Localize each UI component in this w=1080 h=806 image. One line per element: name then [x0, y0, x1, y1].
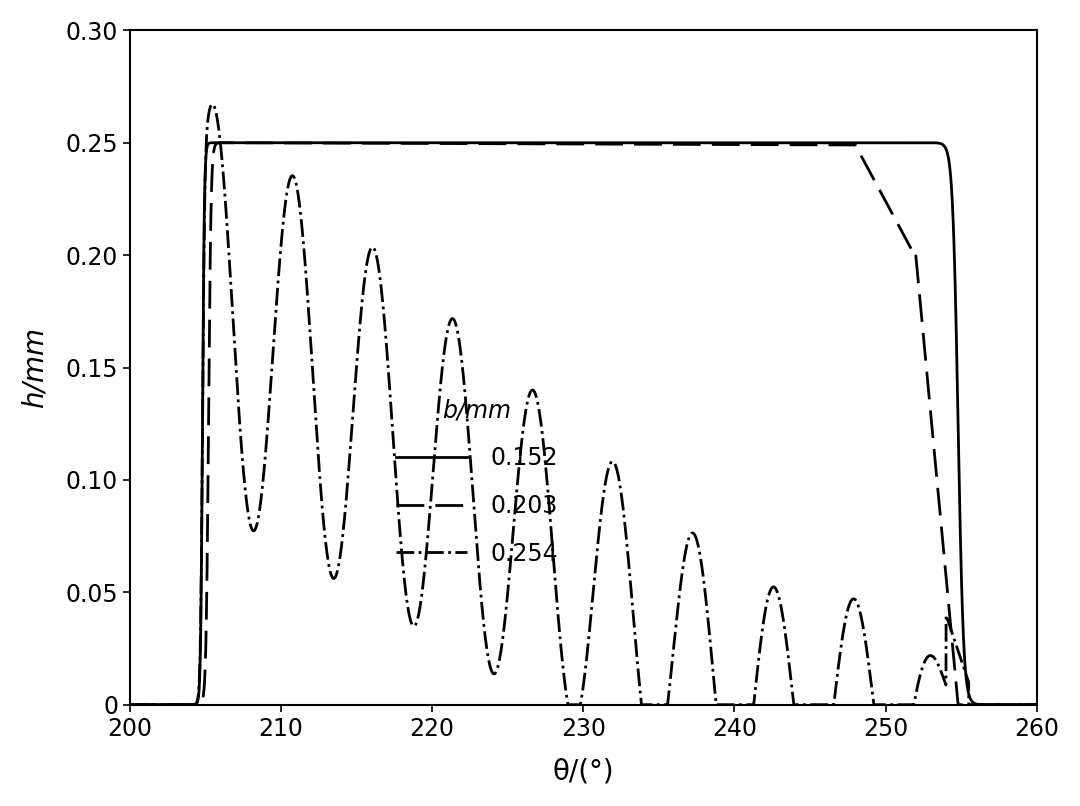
0.152 — [206, 138, 219, 147]
0.152 — [1030, 700, 1043, 709]
0.203 — [1030, 700, 1043, 709]
Legend: 0.152, 0.203, 0.254: 0.152, 0.203, 0.254 — [387, 389, 567, 575]
0.254 — [845, 596, 858, 606]
0.254 — [451, 331, 464, 341]
0.152 — [660, 138, 673, 147]
0.152 — [168, 700, 181, 709]
0.203 — [451, 139, 464, 148]
Line: 0.254: 0.254 — [130, 104, 1037, 704]
0.254 — [1030, 700, 1043, 709]
0.254 — [796, 700, 809, 709]
0.152 — [845, 138, 858, 147]
0.152 — [700, 138, 713, 147]
0.254 — [123, 700, 136, 709]
Y-axis label: h/mm: h/mm — [21, 327, 49, 408]
Line: 0.203: 0.203 — [130, 143, 1037, 704]
0.152 — [123, 700, 136, 709]
X-axis label: θ/(°): θ/(°) — [553, 757, 615, 785]
0.254 — [206, 99, 219, 109]
0.203 — [796, 140, 809, 150]
0.203 — [845, 140, 858, 150]
0.203 — [700, 139, 713, 149]
0.254 — [168, 700, 181, 709]
0.203 — [660, 139, 673, 149]
0.203 — [168, 700, 181, 709]
0.203 — [123, 700, 136, 709]
0.152 — [451, 138, 464, 147]
0.254 — [700, 596, 713, 606]
0.152 — [796, 138, 809, 147]
0.254 — [660, 700, 673, 709]
0.203 — [214, 138, 227, 147]
Line: 0.152: 0.152 — [130, 143, 1037, 704]
